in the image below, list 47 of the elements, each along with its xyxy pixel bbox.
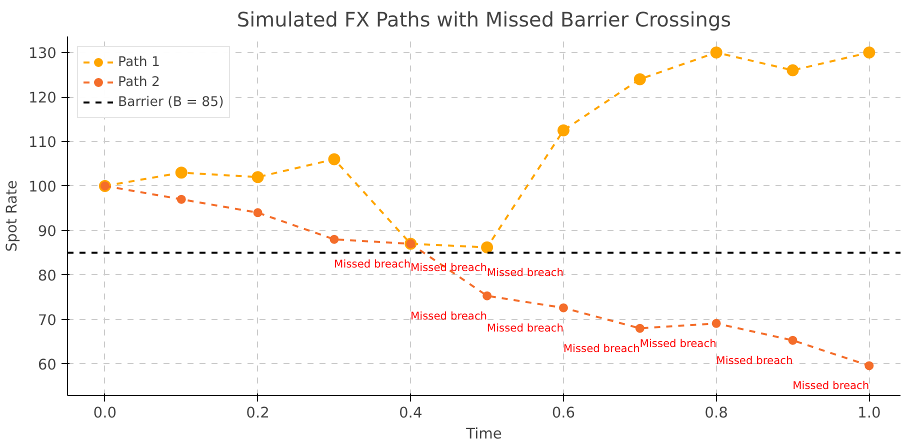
y-tick-label: 80 [38,267,57,284]
point [710,46,722,59]
x-tick-label: 0.4 [398,404,422,422]
point [788,336,798,345]
legend-label: Barrier (B = 85) [118,94,224,110]
legend-label: Path 1 [118,54,160,70]
point [330,234,339,244]
point [176,194,186,204]
y-tick-label: 60 [38,356,57,374]
point [864,361,874,370]
y-tick-label: 130 [28,45,57,62]
x-tick-label: 0.8 [704,404,728,422]
point [635,324,644,333]
annotation: Missed breach [410,309,488,322]
point [786,64,799,76]
annotation: Missed breach [716,354,793,367]
annotation: Missed breach [792,379,870,392]
point [252,171,264,184]
point [712,318,721,328]
point [557,124,570,136]
y-tick-label: 110 [28,134,57,151]
x-tick-label: 0.2 [246,404,270,422]
annotation: Missed breach [486,321,564,334]
annotation: Missed breach [640,336,716,350]
point [482,291,492,300]
point [481,241,494,254]
point [328,153,340,166]
point [558,303,568,312]
point [175,166,188,179]
x-tick-label: 1.0 [858,404,881,422]
legend-label: Path 2 [118,74,160,90]
annotation: Missed breach [334,257,411,270]
annotation: Missed breach [410,260,488,274]
x-tick-label: 0.0 [93,404,117,422]
y-tick-label: 90 [38,222,57,240]
point [253,208,262,218]
annotation: Missed breach [563,342,640,355]
x-axis-title: Time [465,426,502,442]
y-axis-title: Spot Rate [4,180,21,252]
annotation: Missed breach [486,266,564,280]
y-tick-label: 70 [38,312,57,329]
y-tick-label: 120 [28,90,57,106]
point [863,46,876,59]
x-tick-label: 0.6 [552,404,576,422]
point [634,73,646,86]
y-tick-label: 100 [28,178,57,196]
chart-title: Simulated FX Paths with Missed Barrier Crossings [236,8,732,32]
